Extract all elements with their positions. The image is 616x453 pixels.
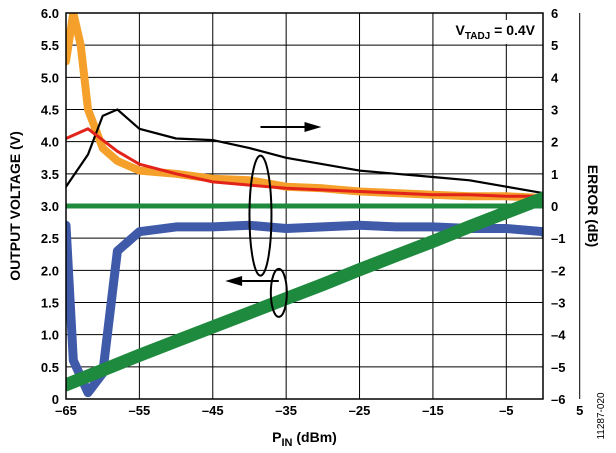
annotation-background bbox=[451, 20, 540, 44]
y-left-tick-label: 5.5 bbox=[41, 38, 59, 53]
y-right-tick-label: –4 bbox=[551, 328, 566, 343]
x-axis-label-main: P bbox=[272, 429, 281, 445]
x-axis-label: PIN (dBm) bbox=[272, 429, 337, 449]
y-right-tick-label: 0 bbox=[551, 199, 558, 214]
voltage-curves-ellipse bbox=[269, 267, 288, 318]
y-right-tick-label: 5 bbox=[551, 38, 558, 53]
y-right-tick-label: –3 bbox=[551, 296, 565, 311]
y-right-tick-label: –5 bbox=[551, 360, 565, 375]
x-tick-label: –35 bbox=[275, 403, 297, 418]
y-left-tick-label: 1.0 bbox=[41, 328, 59, 343]
y-left-tick-label: 4.0 bbox=[41, 135, 59, 150]
y-left-tick-label: 3.0 bbox=[41, 199, 59, 214]
y-right-tick-label: 4 bbox=[551, 70, 559, 85]
y-right-tick-label: 2 bbox=[551, 135, 558, 150]
y-left-tick-label: 1.5 bbox=[41, 296, 59, 311]
plot-frame bbox=[65, 12, 544, 400]
y-left-tick-label: 0.5 bbox=[41, 360, 59, 375]
x-axis-label-sub: IN bbox=[282, 437, 293, 449]
x-tick-label: –5 bbox=[499, 403, 513, 418]
y-axis-right-label: ERROR (dB) bbox=[585, 165, 601, 247]
tick-labels: –65 –55 –45 –35 –25 –15 –5 500.51.01.52.02.53.0… bbox=[41, 6, 583, 418]
annotation-main: V bbox=[456, 22, 466, 38]
figure-id: 11287-020 bbox=[596, 392, 607, 440]
y-left-tick-label: 3.5 bbox=[41, 167, 59, 182]
x-tick-label: –55 bbox=[129, 403, 151, 418]
x-tick-label: –15 bbox=[422, 403, 444, 418]
y-left-tick-label: 2.0 bbox=[41, 263, 59, 278]
x-tick-label: –65 bbox=[55, 403, 77, 418]
x-axis-label-tail: (dBm) bbox=[293, 429, 337, 445]
y-left-tick-label: 5.0 bbox=[41, 70, 59, 85]
plot-area bbox=[66, 13, 543, 398]
error-curves-ellipse bbox=[248, 154, 273, 277]
y-left-tick-label: 4.5 bbox=[41, 103, 59, 118]
arrow-right-head bbox=[304, 122, 322, 132]
y-axis-left-label: OUTPUT VOLTAGE (V) bbox=[7, 131, 23, 281]
y-right-tick-label: –6 bbox=[551, 392, 565, 407]
y-right-tick-label: 3 bbox=[551, 103, 558, 118]
x-tick-label: –45 bbox=[202, 403, 224, 418]
y-right-tick-label: –2 bbox=[551, 263, 565, 278]
y-left-tick-label: 0 bbox=[52, 392, 59, 407]
y-left-tick-label: 6.0 bbox=[41, 6, 59, 21]
annotation-sub: TADJ bbox=[465, 31, 490, 42]
y-right-tick-label: 1 bbox=[551, 167, 558, 182]
x-tick-label: 5 bbox=[576, 403, 583, 418]
y-right-tick-label: –1 bbox=[551, 231, 565, 246]
annotation-tail: = 0.4V bbox=[490, 22, 535, 38]
series-line-blue-right-2 bbox=[66, 220, 543, 398]
y-left-tick-label: 2.5 bbox=[41, 231, 59, 246]
vtadj-annotation: VTADJ = 0.4V bbox=[456, 22, 536, 42]
arrow-left-head bbox=[225, 276, 243, 286]
y-right-tick-label: 6 bbox=[551, 6, 558, 21]
annotation-markers bbox=[225, 122, 322, 318]
series-line-black-right-4 bbox=[66, 108, 543, 196]
series-line-red-right-5 bbox=[66, 127, 543, 198]
x-tick-label: –25 bbox=[349, 403, 371, 418]
